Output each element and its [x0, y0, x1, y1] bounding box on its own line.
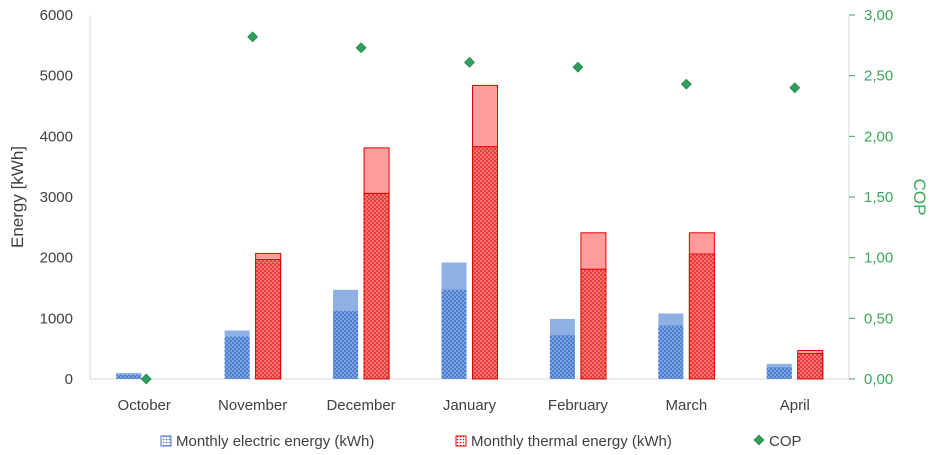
x-axis-ticks: October November December January February Ma…: [118, 397, 810, 414]
x-tick-label: November: [218, 397, 287, 414]
x-tick-label: February: [548, 397, 609, 414]
cop-point: [789, 82, 801, 94]
x-tick-label: January: [443, 397, 497, 414]
legend: Monthly electric energy (kWh) Monthly th…: [160, 433, 802, 450]
bar-thermal-lower: [363, 192, 390, 380]
y2-axis-title: COP: [910, 179, 929, 216]
legend-label-electric: Monthly electric energy (kWh): [176, 433, 374, 450]
right-axis-ticks: 0,00 0,50 1,00 1,50 2,00 2,50 3,00: [849, 7, 893, 388]
bar-electric-lower: [441, 289, 467, 379]
cop-point: [680, 78, 692, 90]
legend-marker-cop: [753, 434, 765, 446]
y2-tick-label: 0,50: [864, 310, 893, 327]
x-tick-label: March: [666, 397, 708, 414]
y2-tick-label: 2,00: [864, 128, 893, 145]
legend-swatch-electric: [160, 435, 172, 447]
legend-swatch-thermal: [455, 435, 467, 447]
bar-electric-lower: [116, 374, 142, 379]
y-tick-label: 6000: [40, 7, 73, 24]
y-tick-label: 1000: [40, 310, 73, 327]
legend-label-thermal: Monthly thermal energy (kWh): [471, 433, 672, 450]
y2-tick-label: 2,50: [864, 68, 893, 85]
bar-thermal-lower: [580, 268, 607, 380]
left-axis-ticks: 0 1000 2000 3000 4000 5000 6000: [40, 7, 73, 388]
bar-thermal-lower: [797, 353, 824, 380]
y2-tick-label: 1,00: [864, 250, 893, 267]
y-tick-label: 0: [65, 371, 73, 388]
cop-point: [572, 61, 584, 73]
bar-electric-lower: [766, 367, 792, 379]
y-tick-label: 2000: [40, 250, 73, 267]
legend-label-cop: COP: [769, 433, 802, 450]
bar-electric-lower: [333, 311, 359, 379]
y-tick-label: 4000: [40, 128, 73, 145]
cop-point: [355, 42, 367, 54]
cop-point: [464, 56, 475, 68]
bar-thermal-lower: [472, 146, 498, 380]
x-tick-label: October: [118, 397, 171, 414]
bar-electric-lower: [658, 325, 684, 379]
y-axis-title: Energy [kWh]: [8, 146, 27, 248]
bar-thermal-lower: [688, 253, 715, 380]
y2-tick-label: 0,00: [864, 371, 893, 388]
bar-thermal-lower: [255, 258, 282, 380]
y-tick-label: 3000: [40, 189, 73, 206]
x-tick-label: April: [780, 397, 810, 414]
bars: [116, 84, 824, 380]
cop-point: [140, 373, 152, 385]
bar-electric-lower: [224, 336, 250, 379]
bar-electric-lower: [549, 335, 575, 379]
cop-point: [247, 31, 259, 43]
y-tick-label: 5000: [40, 68, 73, 85]
x-tick-label: December: [326, 397, 395, 414]
y2-tick-label: 1,50: [864, 189, 893, 206]
cop-points: [140, 31, 801, 385]
y2-tick-label: 3,00: [864, 7, 893, 24]
